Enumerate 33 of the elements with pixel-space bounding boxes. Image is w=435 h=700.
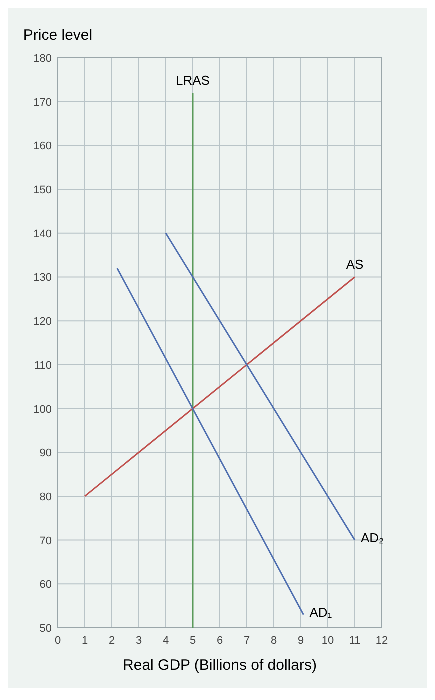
y-tick-label: 60 <box>40 579 52 592</box>
x-tick-label: 12 <box>376 635 388 647</box>
y-tick-label: 110 <box>34 360 52 372</box>
x-tick-label: 0 <box>54 635 62 647</box>
y-tick-label: 150 <box>34 184 52 197</box>
y-tick-label: 50 <box>40 623 52 635</box>
series-label: AS <box>346 257 364 272</box>
x-axis-title: Real GDP (Billions of dollars) <box>123 657 317 674</box>
y-tick-label: 120 <box>34 316 52 328</box>
y-tick-label: 180 <box>34 53 52 65</box>
x-tick-label: 11 <box>349 635 361 647</box>
x-tick-label: 5 <box>190 635 196 647</box>
y-tick-label: 170 <box>34 96 52 109</box>
y-tick-label: 100 <box>34 404 52 416</box>
y-axis-title: Price level <box>23 27 93 44</box>
x-tick-label: 9 <box>298 635 304 647</box>
x-tick-label: 3 <box>136 635 142 647</box>
x-tick-label: 7 <box>244 635 250 647</box>
series-label: AD₂ <box>361 530 384 546</box>
x-tick-label: 4 <box>162 635 170 647</box>
x-tick-label: 1 <box>82 635 88 647</box>
x-tick-label: 2 <box>108 635 116 647</box>
series-label: AD₁ <box>310 604 333 620</box>
y-tick-label: 130 <box>34 272 52 284</box>
x-tick-label: 10 <box>322 635 334 647</box>
series-label: LRAS <box>176 73 210 88</box>
x-tick-label: 6 <box>216 635 224 647</box>
x-tick-label: 8 <box>270 635 278 647</box>
y-tick-label: 140 <box>34 228 52 240</box>
y-tick-label: 90 <box>40 448 52 460</box>
y-tick-label: 160 <box>34 140 52 153</box>
y-tick-label: 70 <box>40 535 52 548</box>
y-tick-label: 80 <box>40 491 52 504</box>
